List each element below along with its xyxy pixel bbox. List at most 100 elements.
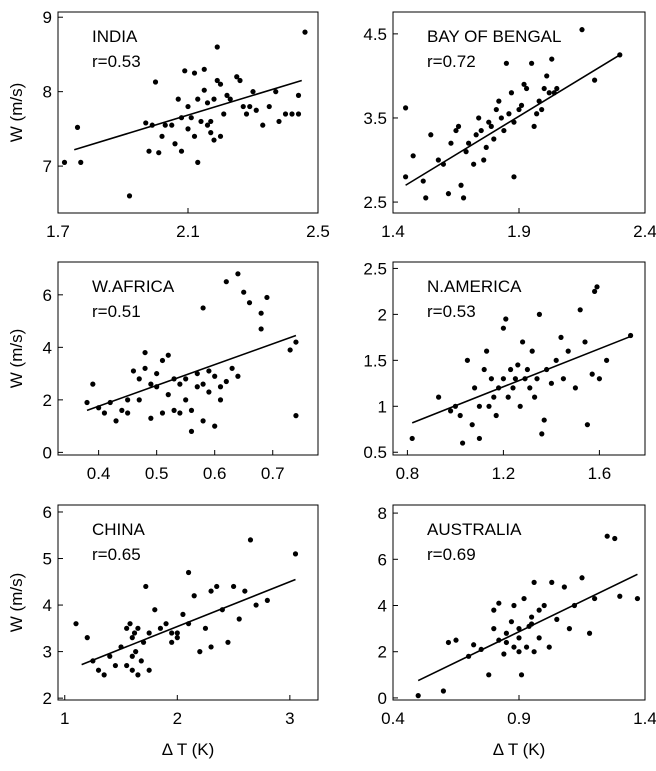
data-point	[206, 389, 212, 395]
fit-line	[81, 578, 296, 666]
data-point	[185, 126, 191, 132]
data-point	[445, 639, 452, 646]
y-tick-label: 0	[378, 689, 387, 708]
data-point	[112, 662, 119, 669]
data-point	[113, 418, 119, 424]
data-point	[152, 79, 159, 85]
data-point	[544, 73, 550, 79]
data-point	[169, 122, 175, 128]
data-point	[471, 161, 477, 167]
data-point	[235, 271, 241, 277]
data-point	[565, 348, 571, 354]
data-point	[178, 148, 185, 154]
data-point	[469, 422, 475, 428]
data-point	[458, 182, 464, 188]
data-point	[136, 376, 142, 382]
data-point	[491, 136, 497, 142]
y-tick-label: 1.5	[363, 351, 387, 370]
data-point	[214, 44, 220, 50]
data-point	[534, 111, 540, 117]
data-point	[214, 583, 220, 590]
data-point	[617, 593, 623, 599]
data-point	[453, 127, 459, 134]
y-tick-label: 2	[43, 689, 52, 708]
data-point	[511, 174, 517, 180]
data-point	[548, 380, 555, 386]
data-point	[512, 376, 519, 382]
data-point	[410, 153, 416, 159]
y-axis-label: W (m/s)	[7, 83, 26, 142]
data-point	[201, 87, 207, 93]
data-point	[589, 371, 595, 377]
data-point	[177, 381, 183, 387]
data-point	[491, 626, 497, 632]
fit-line	[411, 335, 631, 424]
data-point	[486, 119, 492, 125]
data-point	[146, 630, 152, 636]
data-point	[436, 394, 442, 400]
data-point	[592, 77, 598, 83]
data-point	[148, 381, 154, 387]
data-point	[135, 625, 141, 631]
data-point	[201, 66, 207, 72]
data-point	[293, 339, 299, 345]
data-point	[448, 140, 454, 146]
data-point	[224, 92, 230, 98]
x-tick-label: 0.6	[203, 464, 227, 483]
data-point	[481, 366, 487, 373]
data-point	[498, 115, 504, 121]
data-point	[146, 667, 152, 673]
data-point	[174, 630, 180, 636]
data-point	[211, 96, 217, 102]
data-point	[163, 621, 169, 627]
data-point	[258, 326, 264, 332]
x-tick-label: 2	[173, 709, 182, 728]
data-point	[539, 431, 545, 437]
data-point	[453, 637, 459, 643]
data-point	[73, 621, 79, 627]
data-point	[194, 384, 200, 390]
data-point	[127, 621, 133, 627]
data-point	[524, 366, 531, 373]
data-point	[200, 305, 206, 311]
data-point	[234, 74, 240, 80]
data-point	[188, 428, 195, 434]
data-point	[293, 413, 299, 419]
data-point	[518, 672, 525, 678]
data-point	[241, 289, 247, 295]
data-point	[95, 667, 102, 673]
data-point	[240, 103, 246, 110]
data-point	[521, 595, 527, 602]
data-point	[133, 648, 139, 655]
x-tick-label: 2.4	[633, 222, 656, 241]
data-point	[159, 410, 166, 416]
panel-annotation: r=0.72	[427, 52, 476, 71]
data-point	[515, 362, 521, 368]
data-point	[572, 385, 579, 391]
x-tick-label: 0.4	[87, 464, 111, 483]
x-tick-label: 1.4	[381, 222, 405, 241]
y-tick-label: 0	[43, 443, 52, 462]
data-point	[159, 133, 165, 139]
data-point	[202, 625, 209, 631]
data-point	[508, 366, 514, 373]
x-axis-label: Δ T (K)	[493, 740, 546, 759]
data-point	[188, 115, 194, 121]
data-point	[558, 334, 564, 340]
data-point	[420, 178, 426, 184]
data-point	[295, 92, 302, 98]
data-point	[517, 403, 523, 409]
data-point	[208, 118, 214, 125]
data-point	[183, 397, 189, 403]
data-point	[521, 81, 527, 87]
data-point	[221, 111, 227, 117]
data-point	[148, 415, 154, 421]
data-point	[61, 159, 68, 165]
panel-annotation: r=0.53	[427, 302, 476, 321]
data-point	[289, 111, 295, 117]
data-point	[463, 149, 469, 155]
data-point	[130, 368, 137, 374]
data-point	[157, 625, 164, 631]
data-point	[501, 127, 507, 134]
data-point	[503, 639, 509, 646]
